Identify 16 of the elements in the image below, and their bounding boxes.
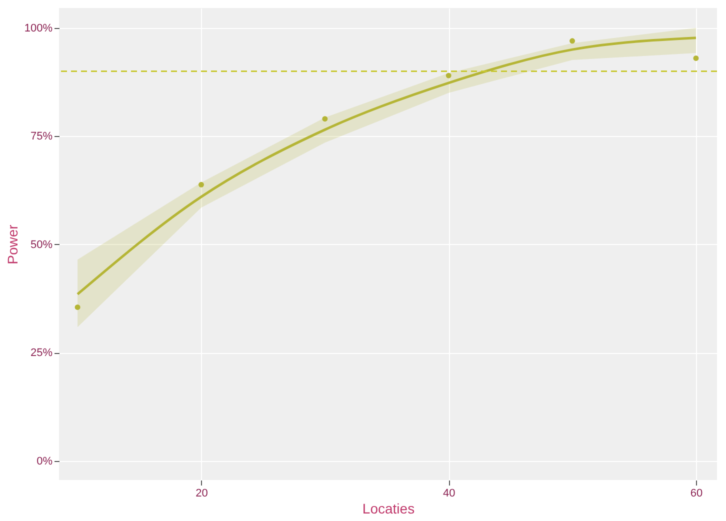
x-tick-label: 60 xyxy=(690,488,703,500)
x-tick-label: 40 xyxy=(442,488,456,500)
y-tick-label: 50% xyxy=(30,238,53,251)
y-tick-label: 25% xyxy=(30,347,53,360)
y-tick-label: 75% xyxy=(30,130,53,143)
point xyxy=(198,182,204,188)
point xyxy=(322,116,328,122)
point xyxy=(74,304,80,310)
y-tick-label: 0% xyxy=(36,455,53,468)
point xyxy=(570,38,576,44)
point xyxy=(693,56,699,61)
y-tick-label: 100% xyxy=(24,22,53,34)
x-tick-label: 20 xyxy=(196,488,208,500)
x-axis-title: Locaties xyxy=(362,500,415,516)
point xyxy=(446,72,452,78)
y-axis-title: Power xyxy=(4,224,20,264)
